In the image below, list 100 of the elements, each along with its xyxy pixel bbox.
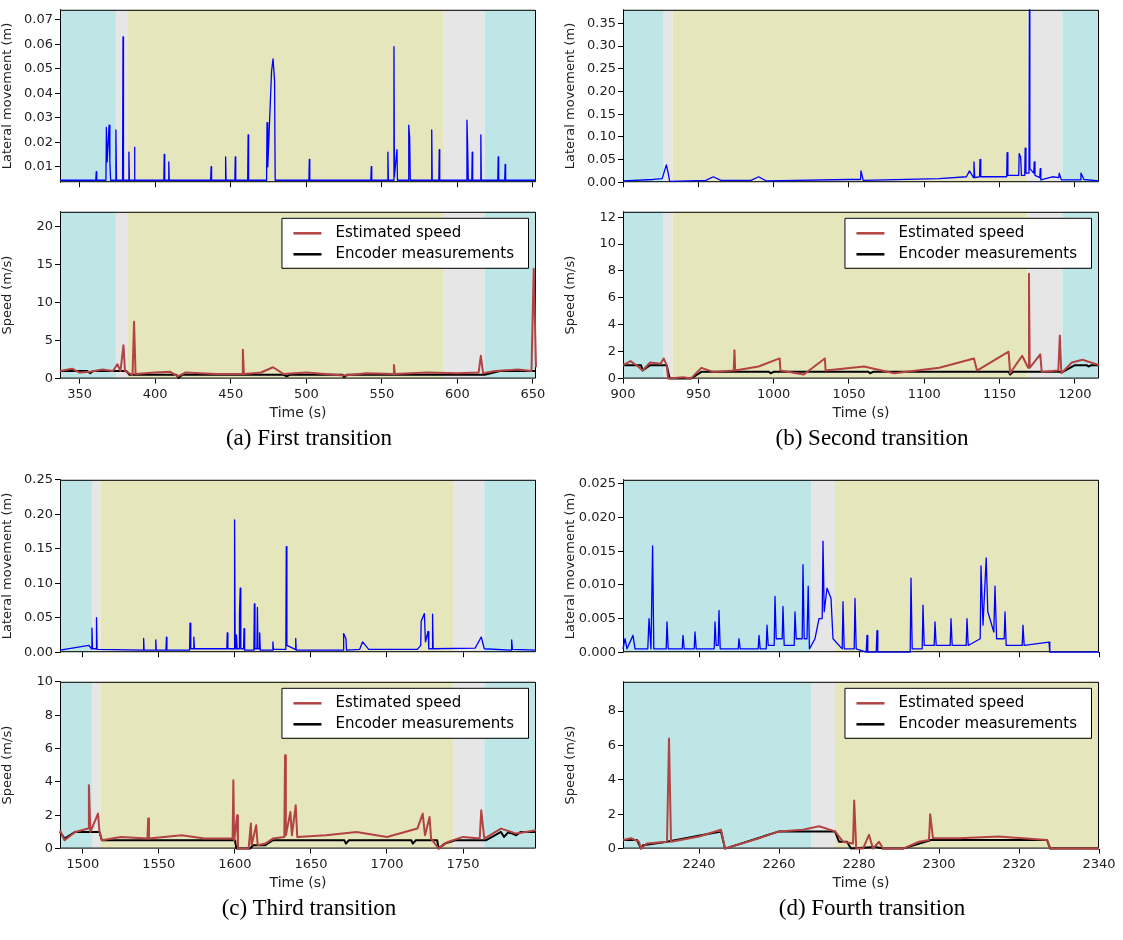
y-tick-label: 10 bbox=[36, 294, 53, 310]
y-tick-label: 2 bbox=[607, 343, 616, 359]
x-tick-label: 2340 bbox=[1082, 855, 1116, 871]
y-tick-label: 0.05 bbox=[24, 60, 53, 76]
y-tick-label: 0.00 bbox=[24, 643, 53, 659]
y-tick-label: 6 bbox=[607, 289, 616, 305]
x-tick-label: 350 bbox=[67, 385, 93, 401]
x-tick-label: 550 bbox=[369, 385, 395, 401]
y-tick-label: 0.07 bbox=[24, 10, 53, 26]
x-tick-label: 1000 bbox=[757, 385, 791, 401]
y-tick-label: 10 bbox=[36, 673, 53, 689]
y-tick-label: 10 bbox=[599, 235, 616, 251]
y-tick-label: 4 bbox=[607, 771, 616, 787]
legend-label: Estimated speed bbox=[335, 693, 462, 712]
legend-label: Encoder measurements bbox=[335, 244, 515, 263]
y-tick-label: 15 bbox=[36, 256, 53, 272]
y-axis-title: Speed (m/s) bbox=[0, 725, 15, 805]
x-axis-title: Time (s) bbox=[831, 874, 890, 891]
y-tick-label: 0.05 bbox=[24, 609, 53, 625]
x-tick-label: 2320 bbox=[1002, 855, 1036, 871]
y-tick-label: 0.02 bbox=[24, 133, 53, 149]
x-tick-label: 1550 bbox=[142, 855, 176, 871]
y-tick-label: 0.025 bbox=[578, 475, 616, 491]
x-tick-label: 1050 bbox=[832, 385, 866, 401]
x-tick-label: 1600 bbox=[218, 855, 252, 871]
y-tick-label: 4 bbox=[607, 316, 616, 332]
y-tick-label: 0 bbox=[607, 369, 616, 385]
legend-label: Estimated speed bbox=[335, 223, 462, 242]
y-tick-label: 0.20 bbox=[24, 505, 53, 521]
x-tick-label: 1150 bbox=[983, 385, 1017, 401]
x-tick-label: 1650 bbox=[294, 855, 328, 871]
y-tick-label: 0.30 bbox=[587, 37, 616, 53]
y-tick-label: 0.35 bbox=[587, 14, 616, 30]
x-axis-title: Time (s) bbox=[831, 404, 890, 421]
y-tick-label: 0.25 bbox=[587, 60, 616, 76]
x-tick-label: 1200 bbox=[1058, 385, 1092, 401]
y-tick-label: 8 bbox=[607, 262, 616, 278]
text: (c) Third transition bbox=[220, 895, 398, 921]
y-tick-label: 0.15 bbox=[24, 540, 53, 556]
y-tick-label: 0.005 bbox=[578, 609, 616, 625]
y-tick-label: 0.020 bbox=[578, 508, 616, 524]
x-tick-label: 950 bbox=[685, 385, 711, 401]
y-tick-label: 0.000 bbox=[578, 643, 616, 659]
y-tick-label: 0.03 bbox=[24, 109, 53, 125]
y-tick-label: 2 bbox=[607, 805, 616, 821]
x-tick-label: 1100 bbox=[907, 385, 941, 401]
y-tick-label: 0.05 bbox=[587, 150, 616, 166]
y-axis-title: Lateral movement (m) bbox=[0, 22, 15, 170]
legend-label: Estimated speed bbox=[898, 223, 1025, 242]
y-tick-label: 0.010 bbox=[578, 576, 616, 592]
y-tick-label: 0.00 bbox=[587, 173, 616, 189]
x-axis-title: Time (s) bbox=[268, 874, 327, 891]
y-axis-title: Lateral movement (m) bbox=[0, 492, 15, 640]
y-tick-label: 0.10 bbox=[587, 128, 616, 144]
y-axis-title: Speed (m/s) bbox=[0, 255, 15, 335]
y-tick-label: 0 bbox=[607, 839, 616, 855]
x-tick-label: 2240 bbox=[682, 855, 716, 871]
y-tick-label: 6 bbox=[44, 739, 53, 755]
y-axis-title: Lateral movement (m) bbox=[562, 22, 578, 170]
x-tick-label: 650 bbox=[520, 385, 546, 401]
y-tick-label: 4 bbox=[44, 773, 53, 789]
y-tick-label: 0 bbox=[44, 369, 53, 385]
y-tick-label: 2 bbox=[44, 806, 53, 822]
y-tick-label: 0.25 bbox=[24, 471, 53, 487]
y-tick-label: 0.10 bbox=[24, 574, 53, 590]
x-tick-label: 450 bbox=[218, 385, 244, 401]
legend-label: Estimated speed bbox=[898, 693, 1025, 712]
x-tick-label: 2300 bbox=[922, 855, 956, 871]
y-tick-label: 5 bbox=[44, 332, 53, 348]
text: (d) Fourth transition bbox=[777, 895, 967, 921]
y-tick-label: 0.015 bbox=[578, 542, 616, 558]
x-tick-label: 900 bbox=[610, 385, 636, 401]
y-tick-label: 0.06 bbox=[24, 35, 53, 51]
legend-label: Encoder measurements bbox=[898, 244, 1078, 263]
x-tick-label: 1700 bbox=[370, 855, 404, 871]
y-tick-label: 0.01 bbox=[24, 158, 53, 174]
x-tick-label: 600 bbox=[445, 385, 470, 401]
y-tick-label: 0.04 bbox=[24, 84, 53, 100]
x-axis-title: Time (s) bbox=[268, 404, 327, 421]
text: (b) Second transition bbox=[774, 425, 970, 451]
y-tick-label: 0.20 bbox=[587, 82, 616, 98]
y-tick-label: 0.15 bbox=[587, 105, 616, 121]
x-tick-label: 2280 bbox=[842, 855, 876, 871]
y-tick-label: 8 bbox=[607, 702, 616, 718]
x-tick-label: 500 bbox=[293, 385, 319, 401]
legend-label: Encoder measurements bbox=[898, 714, 1078, 733]
legend-label: Encoder measurements bbox=[335, 714, 515, 733]
y-axis-title: Speed (m/s) bbox=[562, 725, 578, 805]
y-tick-label: 0 bbox=[44, 839, 53, 855]
x-tick-label: 1750 bbox=[446, 855, 480, 871]
y-axis-title: Lateral movement (m) bbox=[562, 492, 578, 640]
y-tick-label: 8 bbox=[44, 706, 53, 722]
text: (a) First transition bbox=[224, 425, 394, 451]
x-tick-label: 1500 bbox=[66, 855, 100, 871]
y-tick-label: 12 bbox=[599, 208, 616, 224]
x-tick-label: 2260 bbox=[762, 855, 796, 871]
x-tick-label: 400 bbox=[142, 385, 168, 401]
y-axis-title: Speed (m/s) bbox=[562, 255, 578, 335]
y-tick-label: 20 bbox=[36, 218, 53, 234]
y-tick-label: 6 bbox=[607, 736, 616, 752]
